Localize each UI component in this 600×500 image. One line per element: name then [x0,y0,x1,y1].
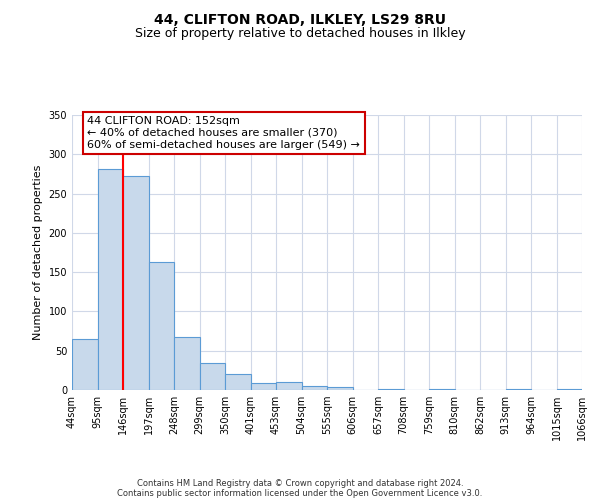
Bar [505,389,531,390]
Text: Size of property relative to detached houses in Ilkley: Size of property relative to detached ho… [134,28,466,40]
Bar [276,382,302,390]
Text: Contains public sector information licensed under the Open Government Licence v3: Contains public sector information licen… [118,488,482,498]
Bar [327,387,353,390]
Bar [174,338,199,390]
Bar [199,362,225,390]
Bar [97,169,123,390]
Bar [123,176,149,390]
Bar [225,374,251,390]
Bar [149,262,174,390]
Bar [557,389,582,390]
Bar [429,389,455,390]
Bar [302,386,327,390]
Y-axis label: Number of detached properties: Number of detached properties [33,165,43,340]
Bar [72,339,97,390]
Bar [378,389,404,390]
Text: 44, CLIFTON ROAD, ILKLEY, LS29 8RU: 44, CLIFTON ROAD, ILKLEY, LS29 8RU [154,12,446,26]
Text: Contains HM Land Registry data © Crown copyright and database right 2024.: Contains HM Land Registry data © Crown c… [137,478,463,488]
Bar [251,383,276,390]
Text: 44 CLIFTON ROAD: 152sqm
← 40% of detached houses are smaller (370)
60% of semi-d: 44 CLIFTON ROAD: 152sqm ← 40% of detache… [88,116,360,150]
